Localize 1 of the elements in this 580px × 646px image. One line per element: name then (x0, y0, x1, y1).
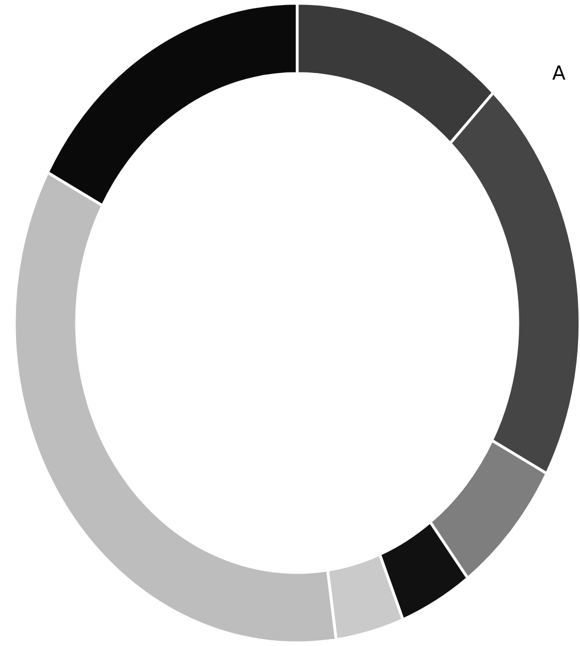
text: A (552, 65, 566, 80)
